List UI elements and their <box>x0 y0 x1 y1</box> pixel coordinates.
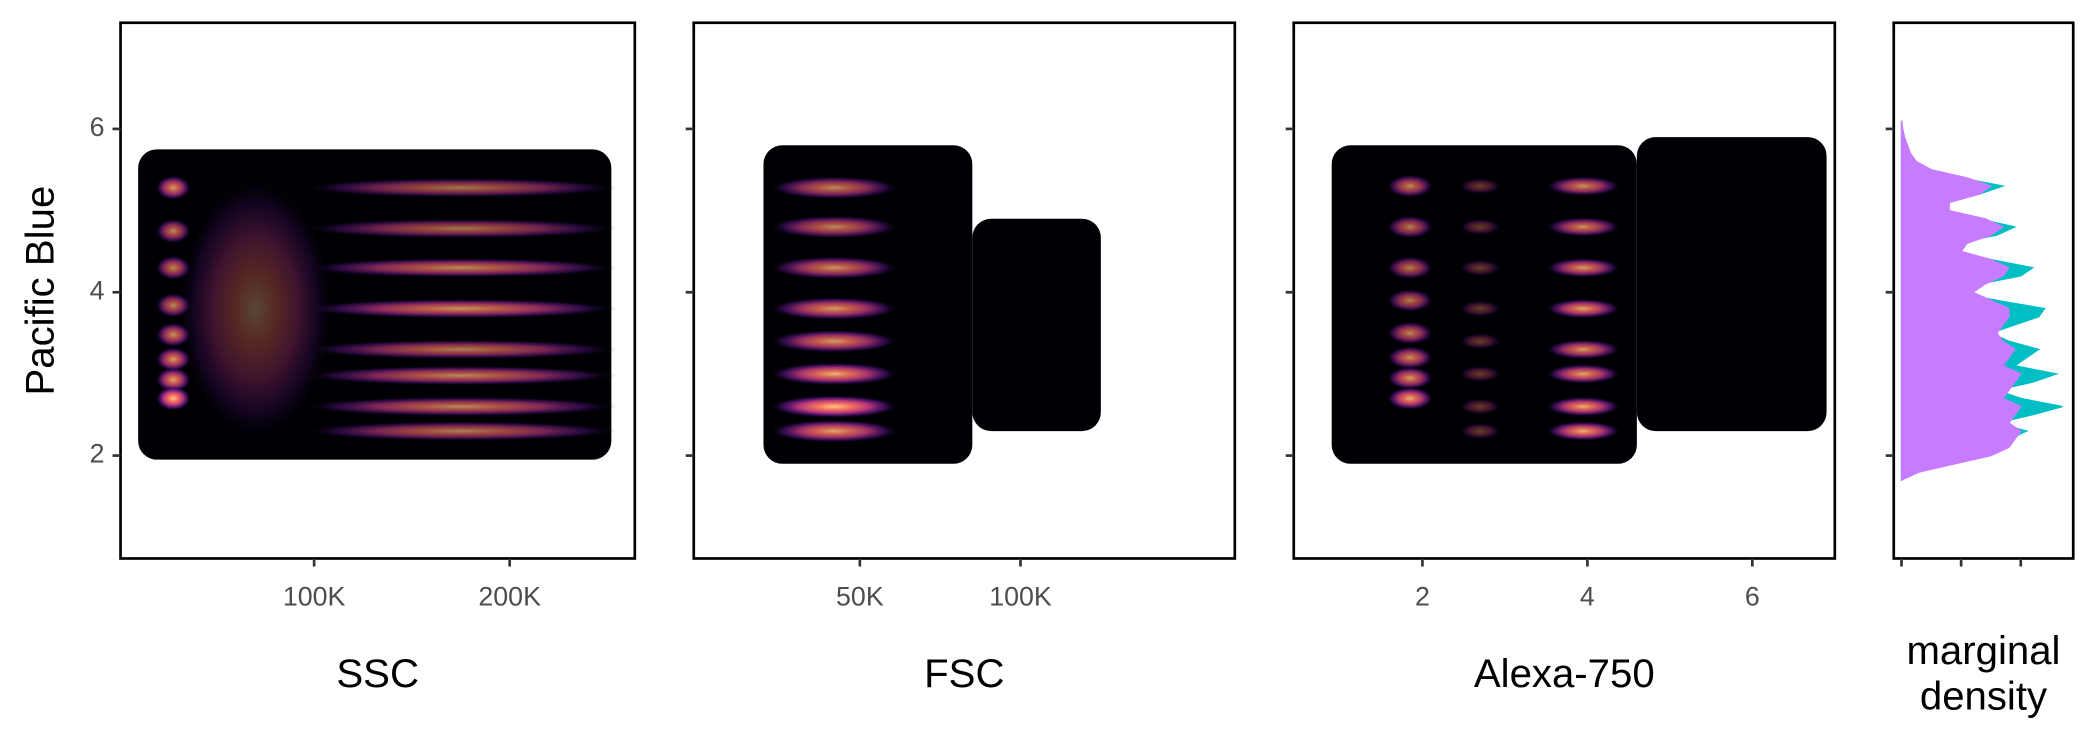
y-axis-title: Pacific Blue <box>17 186 62 396</box>
density-blob <box>1386 346 1434 370</box>
density-blob <box>769 176 899 200</box>
density-blob <box>769 329 899 353</box>
x-tick-label: 200K <box>478 582 541 612</box>
density-blob <box>1459 300 1501 317</box>
panel-frame <box>1292 21 1837 560</box>
density-blob <box>769 256 899 280</box>
density-blob <box>177 177 334 440</box>
panel <box>138 149 618 460</box>
density-blob <box>1546 364 1621 384</box>
density-blob <box>1546 217 1621 237</box>
density-blob <box>769 362 899 386</box>
panel <box>1900 120 2063 482</box>
x-axis-title: marginal <box>1906 628 2060 673</box>
x-tick-label: 100K <box>283 582 346 612</box>
density-blob <box>155 386 191 411</box>
density-blob <box>1459 177 1501 195</box>
density-blob <box>769 215 899 239</box>
density-blob <box>304 365 618 386</box>
density-blob <box>1546 421 1621 441</box>
density-blob <box>1386 366 1434 390</box>
density-blob <box>155 218 191 244</box>
panel <box>763 145 1101 464</box>
density-blob <box>1459 365 1501 383</box>
panel-frame <box>119 21 637 560</box>
density-blob <box>304 421 618 441</box>
density-blob <box>155 255 191 281</box>
density-blob <box>1386 174 1434 198</box>
x-axis-title: Alexa-750 <box>1474 651 1655 696</box>
density-blob <box>769 395 899 419</box>
density-blob <box>304 218 618 239</box>
density-blob <box>155 175 191 200</box>
density-blob <box>1386 386 1434 410</box>
density-blob <box>304 177 618 198</box>
density-blob <box>1386 288 1434 312</box>
x-tick-label: 6 <box>1745 582 1760 612</box>
density-blob <box>155 322 191 347</box>
x-axis-title: density <box>1920 674 2047 719</box>
x-axis-title: FSC <box>924 651 1004 696</box>
x-tick-label: 100K <box>989 582 1052 612</box>
density-blob <box>1546 339 1621 360</box>
density-blob <box>769 297 899 321</box>
density-blob <box>1459 422 1501 440</box>
density-cloud <box>972 218 1101 432</box>
panel-frame <box>692 21 1237 560</box>
density-blob <box>1386 215 1434 239</box>
density-blob <box>1546 298 1621 319</box>
y-tick-label: 2 <box>90 439 105 469</box>
density-blob <box>1459 398 1501 415</box>
density-blob <box>1459 333 1501 350</box>
density-blob <box>1546 257 1621 278</box>
density-blob <box>155 293 191 318</box>
density-blob <box>1459 259 1501 276</box>
density-blob <box>1386 321 1434 345</box>
density-area <box>1900 120 2022 482</box>
y-tick-label: 6 <box>90 112 105 142</box>
x-tick-label: 2 <box>1415 582 1430 612</box>
density-blob <box>1386 256 1434 280</box>
density-blob <box>1546 176 1621 196</box>
y-tick-label: 4 <box>90 275 105 305</box>
density-blob <box>304 298 618 319</box>
density-blob <box>1546 396 1621 417</box>
density-blob <box>155 367 191 392</box>
x-axis-title: SSC <box>336 651 419 696</box>
density-blob <box>769 419 899 443</box>
density-blob <box>304 396 618 417</box>
x-tick-label: 50K <box>836 582 884 612</box>
panel <box>1331 137 1827 464</box>
density-blob <box>155 346 191 372</box>
x-tick-label: 4 <box>1580 582 1595 612</box>
panel-frame <box>1892 21 2075 560</box>
density-blob <box>304 257 618 278</box>
density-blob <box>304 339 618 360</box>
density-blob <box>1459 218 1501 236</box>
density-cloud <box>1636 137 1827 432</box>
